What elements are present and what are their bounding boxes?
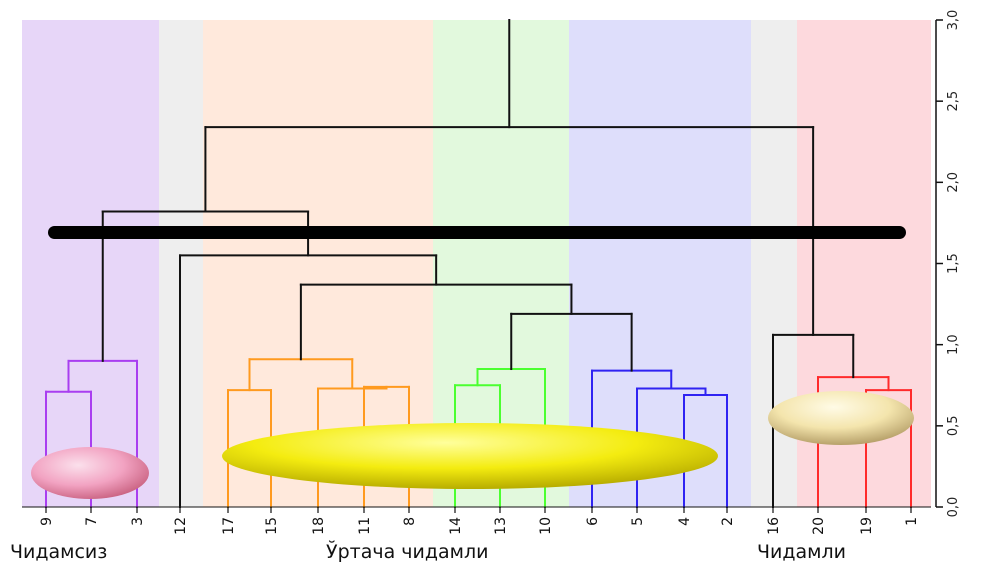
leaf-label: 8 [402,517,418,526]
pink-ellipse [31,447,149,499]
background-bands [22,20,931,507]
leaf-label: 13 [493,517,509,535]
leaf-label: 17 [221,517,237,535]
dendrogram-branches [45,19,912,508]
y-axis: 0,0 0,5 1,0 1,5 2,0 2,5 3,0 [935,10,961,518]
background-band [569,20,751,507]
y-axis-tick-label: 3,0 [946,10,961,31]
group-label-resistant: Чидамли [757,541,846,563]
leaf-label: 9 [39,517,55,526]
leaf-label: 20 [811,517,827,535]
leaf-label: 18 [311,517,327,535]
leaf-label: 7 [84,517,100,526]
group-labels: Чидамсиз Ўртача чидамли Чидамли [10,540,846,563]
leaf-label: 19 [859,517,875,535]
y-axis-tick-label: 1,5 [946,253,961,274]
y-axis-tick-label: 2,5 [946,91,961,112]
leaf-label: 3 [130,517,146,526]
leaf-label: 6 [585,517,601,526]
leaf-label: 12 [173,517,189,535]
leaf-label: 2 [720,517,736,526]
leaf-label: 10 [538,517,554,535]
leaf-label: 1 [904,517,920,526]
cream-ellipse [768,391,914,445]
leaf-label: 11 [357,517,373,535]
y-axis-tick-label: 1,0 [946,334,961,355]
y-axis-tick-label: 2,0 [946,172,961,193]
cut-line [48,226,906,239]
leaf-label: 5 [630,517,646,526]
yellow-ellipse [222,423,718,489]
y-axis-tick-label: 0,0 [946,497,961,518]
y-axis-tick-label: 0,5 [946,415,961,436]
group-label-medium: Ўртача чидамли [326,540,488,563]
leaf-labels: 9 7 3 12 17 15 18 11 8 14 13 10 6 5 4 2 16 20 19 1 [22,506,931,535]
leaf-label: 14 [448,517,464,535]
leaf-label: 15 [264,517,280,535]
leaf-label: 4 [677,517,693,526]
leaf-label: 16 [766,517,782,535]
group-label-nonresistant: Чидамсиз [10,541,107,563]
